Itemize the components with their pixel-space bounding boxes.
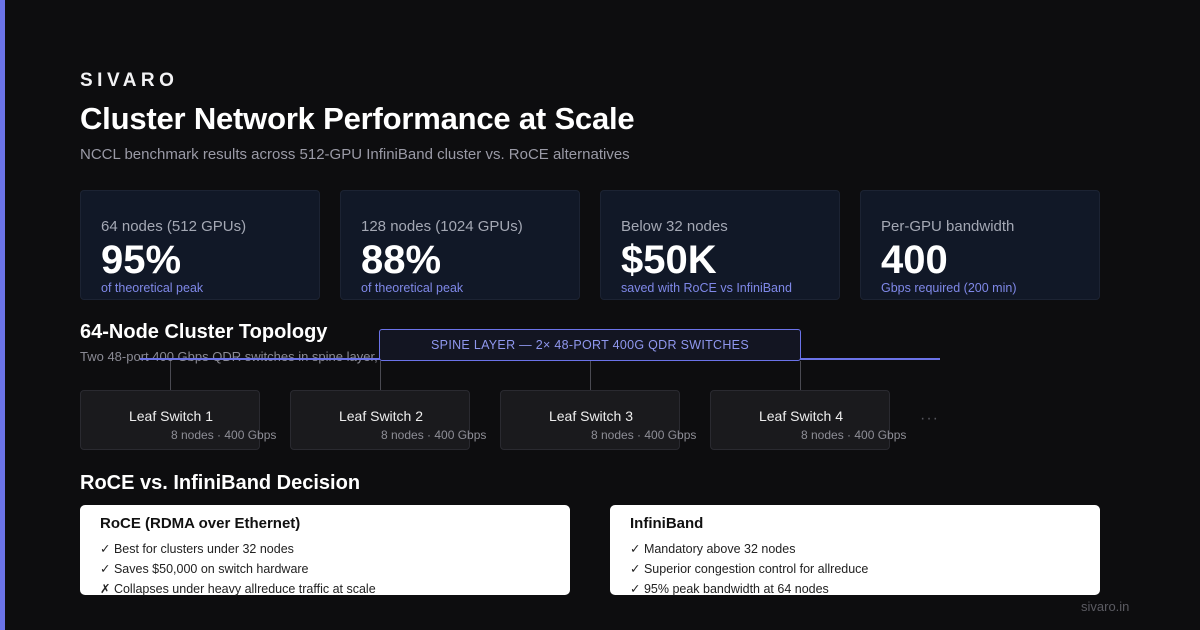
topology-title: 64-Node Cluster Topology xyxy=(80,321,328,343)
accent-bar xyxy=(0,0,5,630)
leaf-switch-meta: 8 nodes · 400 Gbps xyxy=(381,428,487,442)
stat-card-cost-savings: Below 32 nodes $50K saved with RoCE vs I… xyxy=(600,190,840,300)
roce-item: ✓ Saves $50,000 on switch hardware xyxy=(100,562,309,576)
leaf-switch-1: Leaf Switch 1 8 nodes · 400 Gbps xyxy=(80,390,276,450)
stat-value: 95% xyxy=(101,238,182,282)
leaf-connector-2 xyxy=(380,361,381,391)
leaf-switch-meta: 8 nodes · 400 Gbps xyxy=(171,428,277,442)
stat-sub: saved with RoCE vs InfiniBand xyxy=(621,281,792,295)
stat-label: Below 32 nodes xyxy=(621,218,728,235)
roce-item: ✓ Best for clusters under 32 nodes xyxy=(100,542,294,556)
infiniband-item: ✓ Mandatory above 32 nodes xyxy=(630,542,796,556)
leaf-connector-3 xyxy=(590,361,591,391)
stat-label: 128 nodes (1024 GPUs) xyxy=(361,218,523,235)
page-title: Cluster Network Performance at Scale xyxy=(80,101,635,136)
leaf-switch-name: Leaf Switch 2 xyxy=(338,408,424,424)
stat-value: 88% xyxy=(361,238,442,282)
decision-title: RoCE vs. InfiniBand Decision xyxy=(80,472,361,494)
brand-logo: SIVARO xyxy=(80,70,179,91)
roce-card-title: RoCE (RDMA over Ethernet) xyxy=(100,515,301,532)
stat-card-bandwidth: Per-GPU bandwidth 400 Gbps required (200… xyxy=(860,190,1100,300)
leaf-switch-3: Leaf Switch 3 8 nodes · 400 Gbps xyxy=(500,390,696,450)
roce-item: ✗ Collapses under heavy allreduce traffi… xyxy=(100,582,376,596)
leaf-connector-4 xyxy=(800,361,801,391)
infiniband-item: ✓ Superior congestion control for allred… xyxy=(630,562,869,576)
infiniband-card: InfiniBand ✓ Mandatory above 32 nodes ✓ … xyxy=(610,505,1100,596)
leaf-switch-2: Leaf Switch 2 8 nodes · 400 Gbps xyxy=(290,390,486,450)
footer-domain: sivaro.in xyxy=(1081,599,1130,614)
stat-sub: Gbps required (200 min) xyxy=(881,281,1017,295)
stat-sub: of theoretical peak xyxy=(101,281,204,295)
leaf-switch-meta: 8 nodes · 400 Gbps xyxy=(801,428,907,442)
stat-value: $50K xyxy=(621,238,717,282)
stat-label: Per-GPU bandwidth xyxy=(881,218,1015,235)
stat-card-128-nodes: 128 nodes (1024 GPUs) 88% of theoretical… xyxy=(340,190,580,300)
stat-card-64-nodes: 64 nodes (512 GPUs) 95% of theoretical p… xyxy=(80,190,320,300)
page-subtitle: NCCL benchmark results across 512-GPU In… xyxy=(80,146,630,163)
leaf-switch-name: Leaf Switch 3 xyxy=(548,408,634,424)
more-leaves-ellipsis: ··· xyxy=(920,410,939,427)
leaf-connector-1 xyxy=(170,361,171,391)
stat-label: 64 nodes (512 GPUs) xyxy=(101,218,247,235)
leaf-switch-name: Leaf Switch 1 xyxy=(128,408,214,424)
infiniband-card-title: InfiniBand xyxy=(630,515,704,532)
leaf-switch-meta: 8 nodes · 400 Gbps xyxy=(591,428,697,442)
stat-sub: of theoretical peak xyxy=(361,281,464,295)
spine-layer-box: SPINE LAYER — 2× 48-PORT 400G QDR SWITCH… xyxy=(379,329,801,361)
leaf-switch-4: Leaf Switch 4 8 nodes · 400 Gbps xyxy=(710,390,906,450)
roce-card: RoCE (RDMA over Ethernet) ✓ Best for clu… xyxy=(80,505,570,596)
leaf-switch-name: Leaf Switch 4 xyxy=(758,408,844,424)
infiniband-item: ✓ 95% peak bandwidth at 64 nodes xyxy=(630,582,829,596)
stat-value: 400 xyxy=(881,238,948,282)
